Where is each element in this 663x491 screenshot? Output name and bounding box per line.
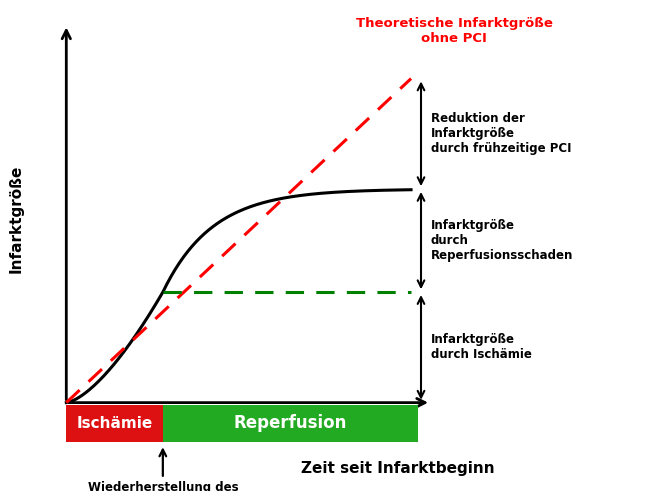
Text: Theoretische Infarktgröße
ohne PCI: Theoretische Infarktgröße ohne PCI — [356, 17, 552, 45]
Text: Infarktgröße
durch Ischämie: Infarktgröße durch Ischämie — [431, 333, 532, 361]
Text: Infarktgröße
durch
Reperfusionsschaden: Infarktgröße durch Reperfusionsschaden — [431, 219, 573, 262]
Text: Zeit seit Infarktbeginn: Zeit seit Infarktbeginn — [301, 462, 495, 476]
Bar — [163, 405, 418, 442]
Text: Ischämie: Ischämie — [76, 416, 152, 431]
Text: Reperfusion: Reperfusion — [233, 414, 347, 433]
Text: Reduktion der
Infarktgröße
durch frühzeitige PCI: Reduktion der Infarktgröße durch frühzei… — [431, 112, 572, 155]
Bar — [66, 405, 163, 442]
Text: Infarktgröße: Infarktgröße — [9, 164, 24, 273]
Text: Wiederherstellung des
koronaren Flusses durch PCI: Wiederherstellung des koronaren Flusses … — [68, 481, 257, 491]
